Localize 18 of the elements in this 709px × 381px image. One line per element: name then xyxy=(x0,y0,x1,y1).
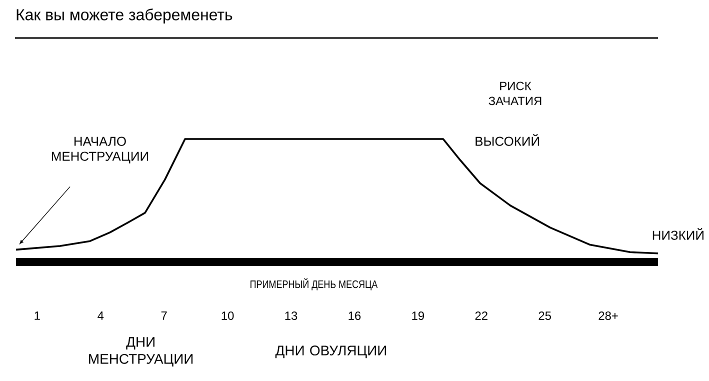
x-tick-label: 28+ xyxy=(598,312,618,320)
x-axis-title: ПРИМЕРНЫЙ ДЕНЬ МЕСЯЦА xyxy=(250,278,378,290)
x-tick-label: 19 xyxy=(412,312,424,320)
text: ДНИ ОВУЛЯЦИИ xyxy=(275,346,386,358)
annotation: НИЗКИЙ xyxy=(652,228,704,240)
chart-title: Как вы можете забеременеть xyxy=(16,8,232,24)
y-axis-title: РИСК ЗАЧАТИЯ xyxy=(488,82,542,106)
x-tick-label: 4 xyxy=(98,312,104,320)
x-tick-label: 22 xyxy=(475,312,488,320)
x-tick-label: 16 xyxy=(348,312,361,320)
x-tick-label: 13 xyxy=(285,312,298,320)
text: ДНИ МЕНСТРУАЦИИ xyxy=(89,337,193,366)
x-tick-label: 7 xyxy=(161,312,167,320)
annotation: НАЧАЛО МЕНСТРУАЦИИ xyxy=(52,136,148,164)
x-tick-label: 10 xyxy=(222,312,234,320)
x-tick-label: 25 xyxy=(538,312,551,320)
x-tick-label: 1 xyxy=(34,312,40,320)
annotation: ВЫСОКИЙ xyxy=(476,134,539,146)
